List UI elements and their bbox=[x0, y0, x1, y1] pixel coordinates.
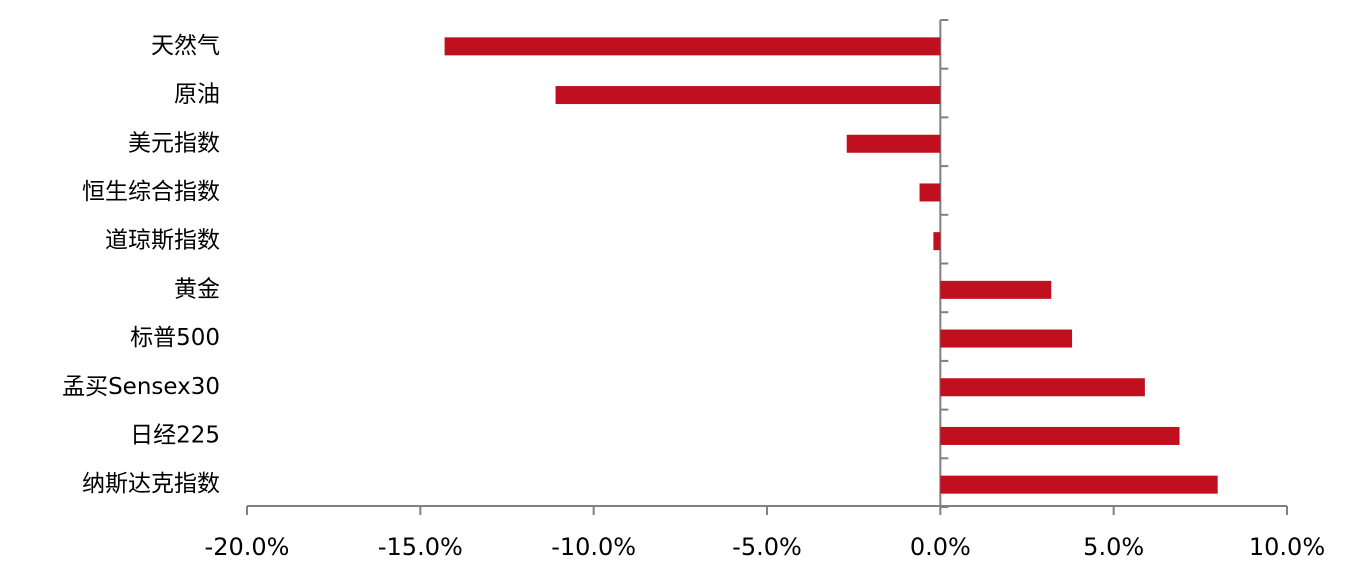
y-tick-label: 天然气 bbox=[151, 33, 220, 59]
y-tick-label: 美元指数 bbox=[128, 130, 220, 156]
x-tick-label: 5.0% bbox=[1083, 533, 1144, 561]
x-tick-label: -10.0% bbox=[551, 533, 636, 561]
y-tick-label: 原油 bbox=[174, 82, 220, 108]
y-tick-label: 恒生综合指数 bbox=[82, 179, 220, 205]
bar bbox=[919, 183, 941, 202]
x-tick-label: -5.0% bbox=[732, 533, 802, 561]
bar bbox=[444, 37, 941, 56]
bar bbox=[555, 86, 941, 105]
y-tick-label: 标普500 bbox=[130, 325, 220, 351]
bar bbox=[940, 280, 1052, 299]
bar bbox=[933, 232, 941, 251]
bar bbox=[940, 329, 1073, 348]
y-tick-label: 纳斯达克指数 bbox=[82, 471, 220, 497]
y-tick-label: 道琼斯指数 bbox=[105, 228, 220, 254]
y-tick-label: 黄金 bbox=[174, 276, 220, 302]
x-tick-label: -20.0% bbox=[205, 533, 290, 561]
x-tick-label: -15.0% bbox=[378, 533, 463, 561]
y-tick-label: 孟买Sensex30 bbox=[62, 374, 220, 400]
x-tick-label: 0.0% bbox=[910, 533, 971, 561]
bar bbox=[940, 426, 1180, 445]
bar bbox=[940, 378, 1145, 397]
x-tick-label: 10.0% bbox=[1249, 533, 1325, 561]
y-tick-label: 日经225 bbox=[130, 422, 220, 448]
bar bbox=[940, 475, 1218, 494]
bar bbox=[846, 134, 941, 153]
